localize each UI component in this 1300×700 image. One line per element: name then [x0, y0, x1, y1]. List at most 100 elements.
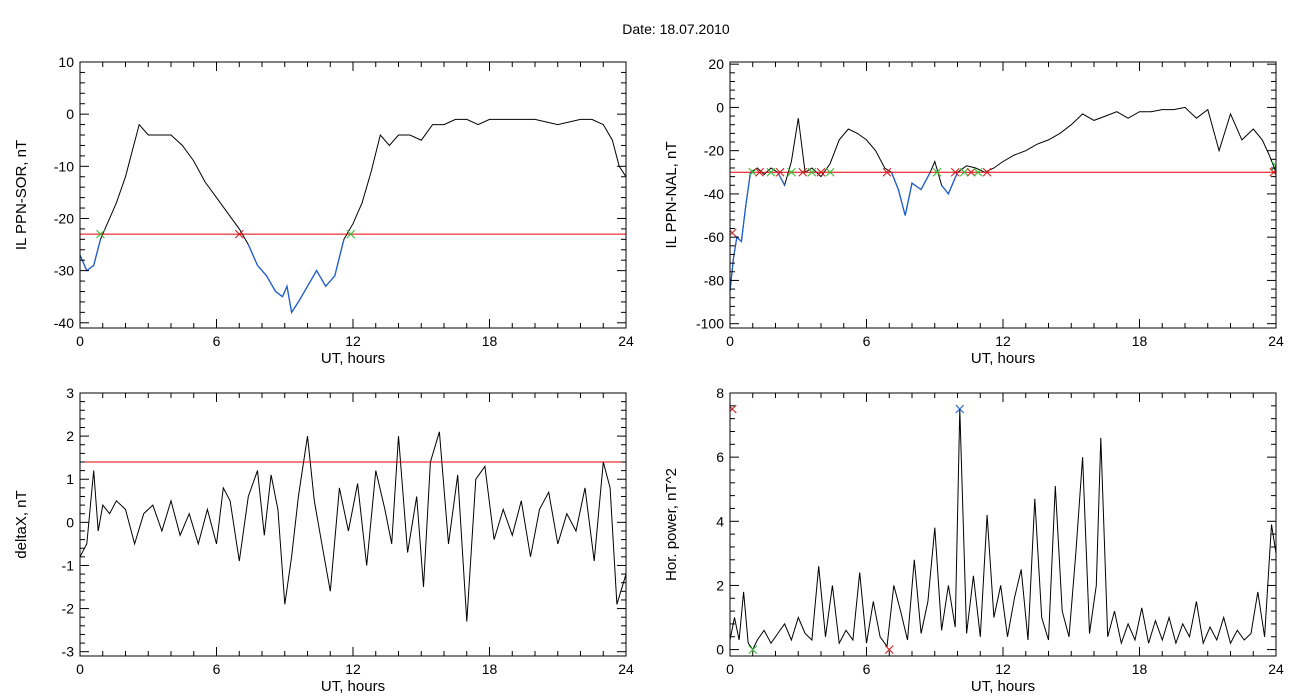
y-tick-label: -40 — [704, 186, 724, 202]
series-line — [80, 431, 626, 622]
x-tick-label: 0 — [726, 333, 734, 349]
y-tick-label: -80 — [704, 272, 724, 288]
y-tick-label: -1 — [62, 557, 75, 573]
x-tick-label: 6 — [213, 661, 221, 677]
x-tick-label: 0 — [76, 333, 84, 349]
cross-marker — [825, 167, 835, 177]
series-below-threshold — [247, 239, 345, 315]
series-line — [730, 408, 1276, 651]
x-tick-label: 12 — [345, 333, 361, 349]
y-tick-label: 20 — [708, 56, 724, 72]
x-tick-label: 24 — [1268, 661, 1284, 677]
plot-frame — [79, 61, 627, 329]
cross-marker — [950, 167, 960, 177]
y-tick-label: -2 — [62, 601, 75, 617]
cross-marker — [882, 167, 892, 177]
y-tick-label: 2 — [66, 428, 74, 444]
plot-il-ppn-sor: 0 6 12 18 24 -40 -30 -20 -10 0 10 UT, hours IL PPN… — [13, 54, 634, 367]
x-axis-label: UT, hours — [321, 350, 385, 367]
cross-marker — [816, 167, 826, 177]
x-axis-label: UT, hours — [321, 678, 385, 695]
y-tick-label: -10 — [54, 158, 74, 174]
cross-marker — [982, 167, 992, 177]
plot-frame — [79, 392, 627, 657]
x-axis-label: UT, hours — [971, 678, 1035, 695]
cross-marker — [1269, 167, 1276, 177]
y-tick-label: 0 — [716, 99, 724, 115]
figure-title: Date: 18.07.2010 — [622, 21, 730, 37]
y-tick-label: -20 — [704, 143, 724, 159]
cross-marker — [748, 167, 758, 177]
x-tick-label: 18 — [482, 661, 498, 677]
series-below-threshold — [890, 171, 931, 216]
y-tick-label: 10 — [58, 54, 74, 70]
series-below-threshold — [941, 172, 959, 196]
y-axis-label: deltaX, nT — [13, 490, 30, 558]
y-tick-label: 0 — [66, 106, 74, 122]
x-tick-label: 0 — [726, 661, 734, 677]
y-axis-label: IL PPN-NAL, nT — [663, 142, 680, 249]
x-tick-label: 0 — [76, 661, 84, 677]
x-tick-label: 18 — [482, 333, 498, 349]
crossing-markers — [730, 161, 1276, 238]
cross-marker — [807, 167, 817, 177]
cross-marker — [234, 229, 244, 239]
line-series — [80, 431, 626, 622]
cross-marker — [730, 404, 737, 414]
y-tick-label: 8 — [716, 385, 724, 401]
cross-marker — [973, 167, 983, 177]
x-tick-label: 6 — [213, 333, 221, 349]
x-tick-label: 12 — [995, 661, 1011, 677]
cross-marker — [932, 167, 942, 177]
cross-marker — [959, 167, 969, 177]
series-line — [80, 118, 626, 314]
line-series — [730, 408, 1276, 651]
line-series — [80, 118, 626, 315]
y-axis-label: Hor. power, nT^2 — [663, 468, 680, 581]
cross-marker — [955, 404, 965, 414]
cross-marker — [1271, 161, 1276, 171]
x-tick-label: 24 — [618, 333, 634, 349]
y-tick-label: 2 — [716, 577, 724, 593]
x-tick-label: 12 — [345, 661, 361, 677]
cross-marker — [884, 645, 894, 654]
series-below-threshold — [777, 171, 786, 186]
y-tick-label: -20 — [54, 210, 74, 226]
x-tick-label: 12 — [995, 333, 1011, 349]
plot-frame — [729, 61, 1277, 329]
x-tick-label: 24 — [1268, 333, 1284, 349]
y-tick-label: 0 — [716, 642, 724, 658]
crossing-markers — [96, 229, 356, 239]
cross-marker — [775, 167, 785, 177]
series-below-threshold — [730, 172, 752, 292]
x-tick-label: 24 — [618, 661, 634, 677]
cross-marker — [966, 167, 976, 177]
cross-marker — [755, 167, 764, 177]
cross-marker — [96, 229, 105, 239]
y-tick-label: -30 — [54, 263, 74, 279]
plot-il-ppn-nal: 0 6 12 18 24 -100 -80 -60 -40 -20 0 20 UT, hours IL… — [663, 56, 1284, 367]
y-axis-label: IL PPN-SOR, nT — [13, 140, 30, 250]
x-axis-label: UT, hours — [971, 350, 1035, 367]
cross-marker — [748, 645, 758, 654]
axis-ticks: 0 6 12 18 24 -100 -80 -60 -40 -20 0 20 — [696, 56, 1284, 349]
y-tick-label: 0 — [66, 514, 74, 530]
y-tick-label: -3 — [62, 644, 75, 660]
cross-marker — [730, 228, 737, 238]
x-tick-label: 6 — [863, 661, 871, 677]
y-tick-label: 1 — [66, 471, 74, 487]
cross-marker — [346, 229, 356, 239]
cross-marker — [787, 167, 796, 177]
plot-frame — [729, 392, 1277, 657]
x-tick-label: 6 — [863, 333, 871, 349]
y-tick-label: -40 — [54, 315, 74, 331]
crossing-markers — [730, 404, 965, 654]
y-tick-label: -100 — [696, 316, 724, 332]
cross-marker — [798, 167, 808, 177]
y-tick-label: -60 — [704, 229, 724, 245]
